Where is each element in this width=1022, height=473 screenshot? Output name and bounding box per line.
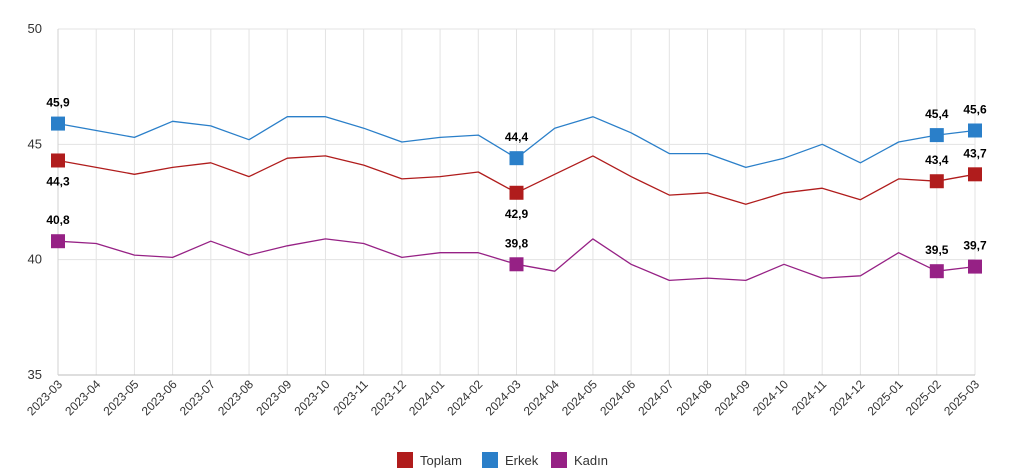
legend-swatch — [397, 452, 413, 468]
data-label: 45,6 — [963, 102, 987, 116]
x-tick-label: 2023-06 — [139, 377, 180, 418]
data-label: 43,7 — [963, 146, 987, 160]
y-tick-label: 45 — [28, 136, 42, 151]
legend-item-toplam[interactable]: Toplam — [397, 452, 462, 468]
x-tick-label: 2025-02 — [903, 377, 944, 418]
data-label: 45,4 — [925, 107, 949, 121]
data-point-marker[interactable] — [51, 234, 65, 249]
x-tick-label: 2024-12 — [826, 377, 867, 418]
x-tick-label: 2024-05 — [559, 377, 600, 418]
data-label: 39,5 — [925, 243, 949, 257]
data-label: 44,3 — [46, 174, 70, 188]
data-point-marker[interactable] — [929, 128, 944, 143]
x-tick-label: 2025-01 — [865, 377, 906, 418]
data-label: 39,8 — [505, 236, 529, 250]
data-point-marker[interactable] — [968, 167, 982, 182]
grid — [57, 28, 976, 376]
data-point-marker[interactable] — [51, 153, 65, 168]
data-label: 42,9 — [505, 207, 529, 221]
legend-swatch — [482, 452, 498, 468]
data-point-marker[interactable] — [509, 185, 524, 200]
data-point-marker[interactable] — [968, 123, 982, 138]
data-label: 40,8 — [46, 213, 70, 227]
y-tick-label: 40 — [28, 252, 42, 267]
x-tick-label: 2024-07 — [635, 377, 676, 418]
data-point-marker[interactable] — [968, 259, 982, 274]
x-tick-label: 2024-08 — [674, 377, 715, 418]
data-point-marker[interactable] — [509, 151, 524, 166]
x-tick-label: 2024-09 — [712, 377, 753, 418]
legend-item-erkek[interactable]: Erkek — [482, 452, 539, 468]
data-point-marker[interactable] — [51, 116, 65, 131]
series-markers — [51, 116, 982, 279]
x-tick-label: 2024-01 — [406, 377, 447, 418]
x-tick-label: 2023-09 — [253, 377, 294, 418]
x-tick-label: 2023-04 — [62, 377, 103, 418]
x-tick-label: 2023-10 — [292, 377, 333, 418]
data-point-marker[interactable] — [929, 174, 944, 189]
x-tick-label: 2024-10 — [750, 377, 791, 418]
x-tick-label: 2023-08 — [215, 377, 256, 418]
x-tick-label: 2023-05 — [100, 377, 141, 418]
data-label: 39,7 — [963, 239, 987, 253]
y-tick-label: 35 — [28, 367, 42, 382]
data-point-marker[interactable] — [929, 264, 944, 279]
data-label: 43,4 — [925, 153, 949, 167]
x-tick-label: 2023-07 — [177, 377, 218, 418]
data-labels: 44,3 42,9 43,4 43,7 45,9 44,4 45,4 45,6 40,8 39,8… — [46, 96, 987, 258]
legend-swatch — [551, 452, 567, 468]
x-tick-label: 2023-11 — [330, 377, 371, 418]
x-tick-label: 2024-06 — [597, 377, 638, 418]
data-label: 45,9 — [46, 96, 70, 110]
legend: Toplam Erkek Kadın — [397, 452, 608, 468]
data-point-marker[interactable] — [509, 257, 524, 272]
x-tick-label: 2023-12 — [368, 377, 409, 418]
y-tick-label: 50 — [28, 21, 42, 36]
axes: 354045502023-032023-042023-052023-062023… — [24, 21, 982, 418]
data-label: 44,4 — [505, 130, 529, 144]
legend-label: Kadın — [574, 453, 608, 468]
x-tick-label: 2024-04 — [521, 377, 562, 418]
legend-label: Erkek — [505, 453, 539, 468]
x-tick-label: 2025-03 — [941, 377, 982, 418]
x-tick-label: 2024-02 — [444, 377, 485, 418]
x-tick-label: 2024-03 — [483, 377, 524, 418]
x-tick-label: 2024-11 — [789, 377, 830, 418]
legend-item-kadın[interactable]: Kadın — [551, 452, 608, 468]
x-tick-label: 2023-03 — [24, 377, 65, 418]
legend-label: Toplam — [420, 453, 462, 468]
